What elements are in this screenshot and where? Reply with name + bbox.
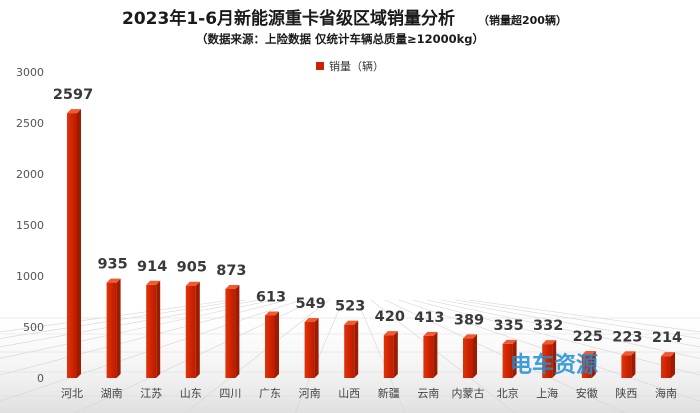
data-label: 2597 [53, 87, 93, 103]
bar [185, 281, 200, 378]
data-label: 214 [652, 330, 682, 346]
y-tick-label: 3000 [16, 66, 44, 79]
x-tick-label: 河北 [61, 387, 83, 400]
data-label: 613 [256, 289, 286, 305]
data-label: 413 [414, 310, 444, 326]
bar [581, 351, 596, 378]
data-label: 914 [137, 259, 167, 275]
data-label: 549 [295, 296, 325, 312]
legend-label: 销量（辆） [329, 59, 384, 73]
x-tick-label: 山东 [180, 387, 202, 400]
chart-title-note: （销量超200辆） [478, 13, 567, 27]
data-label: 905 [177, 260, 207, 276]
data-label: 935 [97, 257, 127, 273]
x-tick-label: 云南 [417, 387, 439, 400]
chart-subtitle: （数据来源：上险数据 仅统计车辆总质量≥12000kg） [196, 32, 484, 46]
bar [463, 334, 477, 378]
bar [265, 311, 279, 378]
bar [146, 280, 161, 378]
data-label: 332 [533, 318, 563, 334]
data-labels: 2597 935 914 905 873 613 549 523 420 413 389 335 332… [53, 87, 682, 346]
x-axis: 河北 湖南 江苏 山东 四川 广东 河南 山西 新疆 云南 内蒙古 北京 上海 安徽 陕西 海南 [61, 386, 677, 400]
data-label: 523 [335, 299, 365, 315]
x-tick-label: 广东 [259, 387, 281, 400]
bar [67, 109, 81, 378]
data-label: 873 [216, 263, 246, 279]
bar [661, 352, 675, 378]
x-tick-label: 新疆 [378, 386, 400, 400]
y-tick-label: 1500 [16, 219, 44, 232]
watermark: 电车资源 [510, 352, 598, 378]
bar [344, 320, 359, 378]
x-tick-label: 陕西 [615, 386, 637, 400]
bar [383, 331, 398, 378]
bar [225, 284, 240, 378]
legend: 销量（辆） [316, 59, 384, 73]
data-label: 225 [573, 329, 603, 345]
watermark-logo: 电车资源 [510, 352, 598, 378]
x-tick-label: 河南 [299, 387, 321, 400]
y-tick-label: 2000 [16, 168, 44, 181]
bar [423, 331, 438, 378]
x-tick-label: 上海 [536, 386, 558, 400]
data-label: 335 [493, 318, 523, 334]
legend-swatch [316, 62, 324, 70]
x-tick-label: 安徽 [576, 386, 598, 400]
x-tick-label: 江苏 [140, 387, 162, 400]
data-label: 223 [612, 329, 642, 345]
x-tick-label: 四川 [219, 387, 241, 400]
chart-title: 2023年1-6月新能源重卡省级区域销量分析 [122, 8, 455, 29]
x-tick-label: 湖南 [101, 387, 123, 400]
y-axis: 0 500 1000 1500 2000 2500 3000 [16, 66, 44, 385]
bar [621, 351, 636, 378]
y-tick-label: 2500 [16, 117, 44, 130]
y-tick-label: 0 [37, 372, 44, 385]
x-tick-label: 北京 [497, 386, 519, 400]
y-tick-label: 1000 [16, 270, 44, 283]
data-label: 420 [375, 309, 405, 325]
bar [304, 318, 319, 378]
y-tick-label: 500 [23, 321, 44, 334]
data-label: 389 [454, 312, 484, 328]
x-tick-label: 山西 [338, 387, 360, 400]
bar [542, 340, 557, 378]
bar [502, 339, 517, 378]
x-tick-label: 内蒙古 [452, 386, 485, 400]
bars [67, 109, 675, 378]
x-tick-label: 海南 [655, 386, 677, 400]
bar [106, 278, 121, 378]
